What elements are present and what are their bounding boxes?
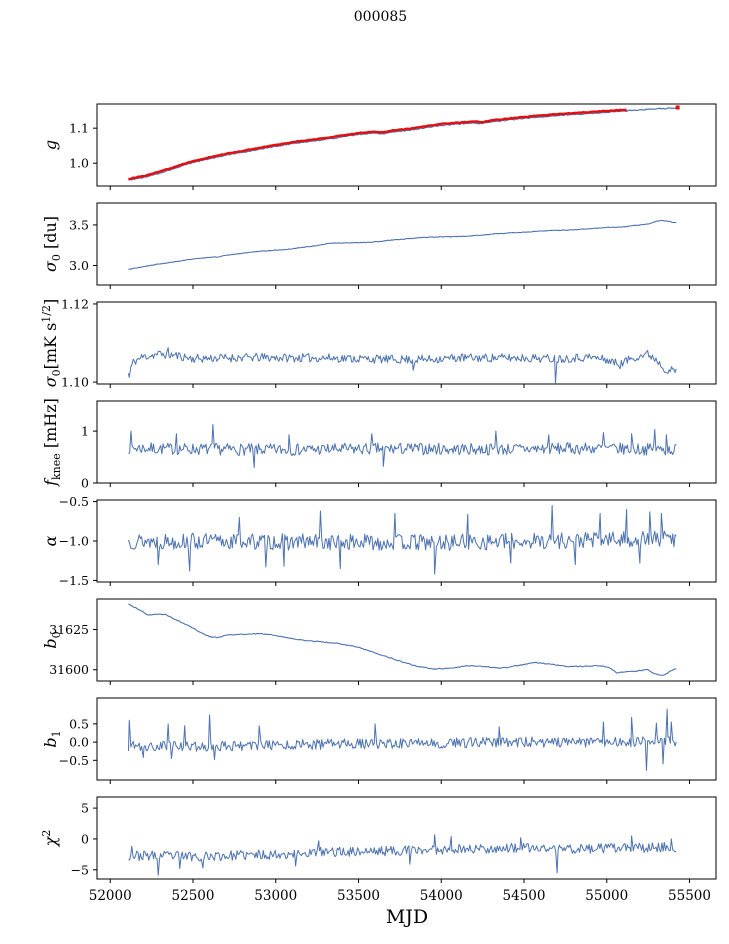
sigma0-mK-noise xyxy=(127,347,677,384)
alpha-noise xyxy=(127,505,677,575)
x-tick-label: 52500 xyxy=(172,888,215,904)
subplot-chi2: −5 0 5 52000 52500 53000 53500 54000 54500 55000 5… xyxy=(40,796,717,904)
axes-frame xyxy=(96,697,717,781)
subplot-f-knee: 0 1 fknee [mHz] xyxy=(41,398,717,491)
y-tick-label: 1.10 xyxy=(61,375,89,390)
y-axis-label: σ0[mK s1/2] xyxy=(40,299,63,388)
axes-frame xyxy=(96,400,717,484)
axes-frame xyxy=(96,202,717,286)
b0-curve xyxy=(128,603,677,676)
y-tick-label: 1.1 xyxy=(69,121,89,136)
x-axis-title: MJD xyxy=(385,906,429,928)
gain-smoothed xyxy=(128,107,677,181)
y-axis-label: g xyxy=(41,140,60,150)
y-tick-label: −0.5 xyxy=(59,494,89,509)
y-tick-label: −1.5 xyxy=(59,573,89,588)
y-tick-label: −1.0 xyxy=(59,534,89,549)
x-tick-label: 54000 xyxy=(420,888,463,904)
y-tick-label: 1.0 xyxy=(69,156,89,171)
y-tick-label: 5 xyxy=(81,801,89,816)
y-tick-label: 0.0 xyxy=(69,735,89,750)
subplot-sigma0-du: 3.0 3.5 σ0 [du] xyxy=(41,202,717,289)
plot-title: 000085 xyxy=(353,9,408,25)
y-tick-label: −5 xyxy=(71,862,89,877)
x-tick-label: 55500 xyxy=(668,888,711,904)
y-tick-label: 3.5 xyxy=(69,217,89,232)
y-tick-label: 1 xyxy=(81,424,89,439)
y-axis-label: b0 xyxy=(41,631,63,648)
axes-frame xyxy=(96,796,717,880)
subplot-g: 1.0 1.1 g xyxy=(41,103,717,190)
y-tick-label: 3.0 xyxy=(69,258,89,273)
axes-frame xyxy=(96,301,717,385)
y-tick-label: 0 xyxy=(81,476,89,491)
y-axis-label: fknee [mHz] xyxy=(41,398,63,487)
axes-frame xyxy=(96,103,717,187)
y-tick-label: 0 xyxy=(81,831,89,846)
x-tick-label: 52000 xyxy=(89,888,132,904)
y-tick-label: 0.5 xyxy=(69,716,89,731)
x-tick-label: 54500 xyxy=(503,888,546,904)
y-tick-label: 31625 xyxy=(49,622,89,637)
y-axis-label: b1 xyxy=(41,730,63,747)
y-axis-label: α xyxy=(41,535,60,546)
axes-frame xyxy=(96,598,717,682)
y-axis-label: σ0 [du] xyxy=(41,216,63,272)
f-knee-noise xyxy=(128,423,677,468)
chi2-noise xyxy=(128,834,677,876)
gain-fit xyxy=(128,108,627,181)
subplot-alpha: −1.5 −1.0 −0.5 α xyxy=(41,494,717,588)
gain-end-marker xyxy=(675,105,680,110)
sigma0-du-curve xyxy=(128,219,677,270)
b1-noise xyxy=(127,708,677,772)
y-tick-label: 31600 xyxy=(49,662,89,677)
subplot-b1: −0.5 0.0 0.5 b1 xyxy=(41,697,717,784)
x-tick-label: 55000 xyxy=(585,888,628,904)
x-tick-label: 53500 xyxy=(337,888,380,904)
x-tick-label: 53000 xyxy=(254,888,297,904)
y-axis-label: χ2 xyxy=(40,830,60,848)
y-tick-label: 1.12 xyxy=(61,296,89,311)
y-tick-label: −0.5 xyxy=(59,753,89,768)
